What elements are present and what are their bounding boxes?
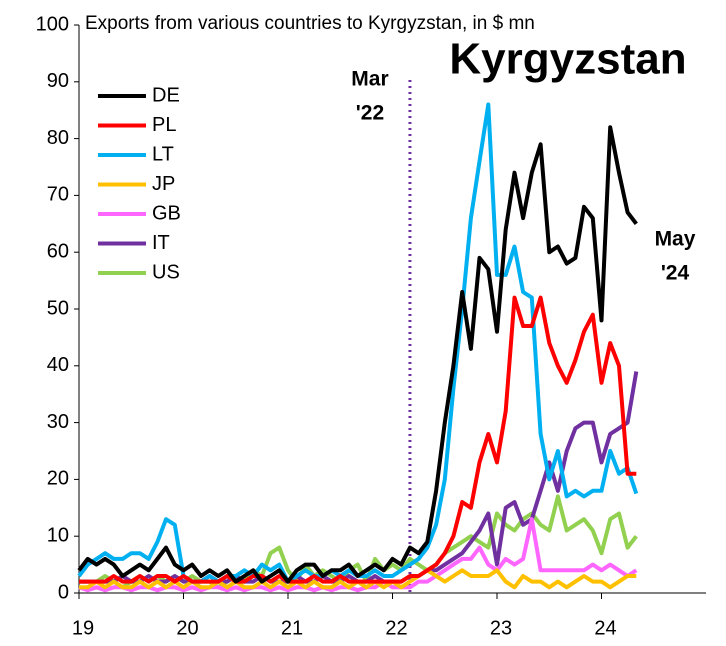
x-tick-label: 19	[72, 617, 94, 639]
series-line	[78, 517, 638, 593]
legend-label: PL	[152, 114, 176, 136]
y-tick-label: 90	[47, 70, 69, 92]
legend-label: LT	[152, 143, 174, 165]
series-line	[77, 125, 638, 584]
marker-label: '22	[356, 102, 384, 125]
y-tick-label: 50	[47, 297, 69, 319]
legend-label: DE	[152, 84, 180, 106]
x-tick-label: 21	[281, 617, 303, 639]
series-line	[79, 295, 637, 584]
y-tick-label: 0	[58, 581, 69, 603]
y-tick-label: 20	[47, 468, 69, 490]
chart-subtitle: Exports from various countries to Kyrgyz…	[85, 13, 535, 34]
y-tick-label: 10	[47, 524, 69, 546]
legend-label: JP	[152, 173, 175, 195]
end-label: '24	[661, 262, 690, 285]
x-tick-label: 20	[176, 617, 198, 639]
y-tick-label: 30	[47, 411, 69, 433]
legend-label: GB	[152, 202, 181, 224]
y-tick-label: 60	[47, 240, 69, 262]
marker-label: Mar	[351, 68, 388, 91]
y-tick-label: 70	[47, 184, 69, 206]
legend-label: IT	[152, 232, 170, 254]
x-tick-label: 22	[385, 617, 407, 639]
end-label: May	[655, 228, 696, 251]
y-tick-label: 80	[47, 127, 69, 149]
y-tick-label: 100	[36, 13, 69, 35]
chart-title: Kyrgyzstan	[449, 35, 686, 84]
legend-label: US	[152, 261, 180, 283]
x-tick-label: 24	[594, 617, 616, 639]
y-tick-label: 40	[47, 354, 69, 376]
x-tick-label: 23	[490, 617, 512, 639]
